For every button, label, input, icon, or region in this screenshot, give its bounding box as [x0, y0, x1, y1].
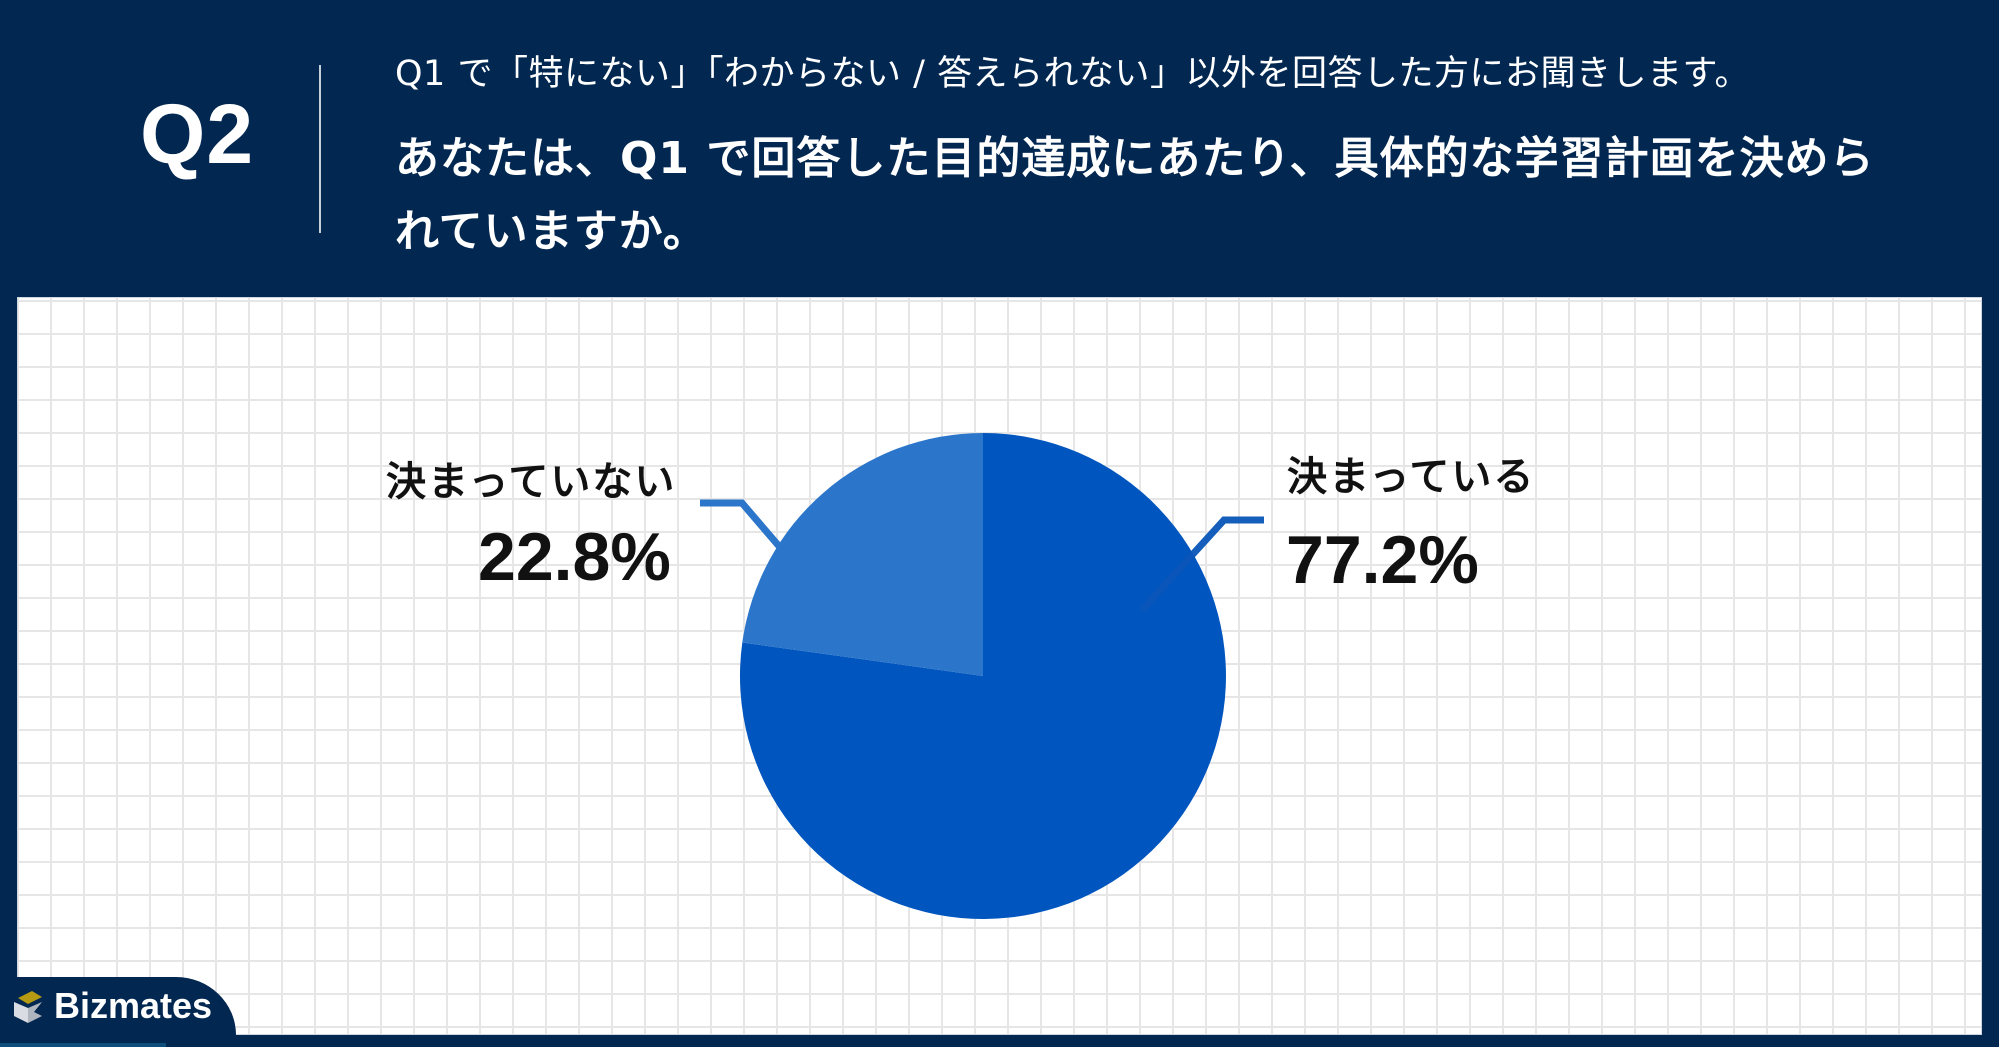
pie-slice-decided: [739, 433, 1226, 919]
bottom-accent-strip: [0, 1043, 166, 1047]
question-number: Q2: [140, 87, 255, 181]
main-question-text: あなたは、Q1 で回答した目的達成にあたり、具体的な学習計画を決められていますか…: [395, 133, 1875, 257]
bizmates-cube-icon: [14, 991, 42, 1023]
leader-line-not-decided: [700, 499, 787, 555]
brand-logo-text: Bizmates: [54, 985, 213, 1026]
header-banner: Q2 Q1 で「特にない」「わからない / 答えられない」以外を回答した方にお聞…: [0, 0, 1999, 297]
label-decided-name: 決まっている: [1287, 454, 1536, 500]
header-divider: [319, 65, 321, 233]
brand-tab: [0, 977, 236, 1047]
label-decided-value: 77.2%: [1286, 522, 1479, 598]
sub-question-text: Q1 で「特にない」「わからない / 答えられない」以外を回答した方にお聞きしま…: [395, 54, 1750, 94]
label-not-decided-name: 決まっていない: [386, 459, 677, 505]
leader-line-decided: [1139, 516, 1264, 613]
label-not-decided-value: 22.8%: [478, 519, 671, 595]
pie-slice-not-decided: [742, 433, 983, 676]
